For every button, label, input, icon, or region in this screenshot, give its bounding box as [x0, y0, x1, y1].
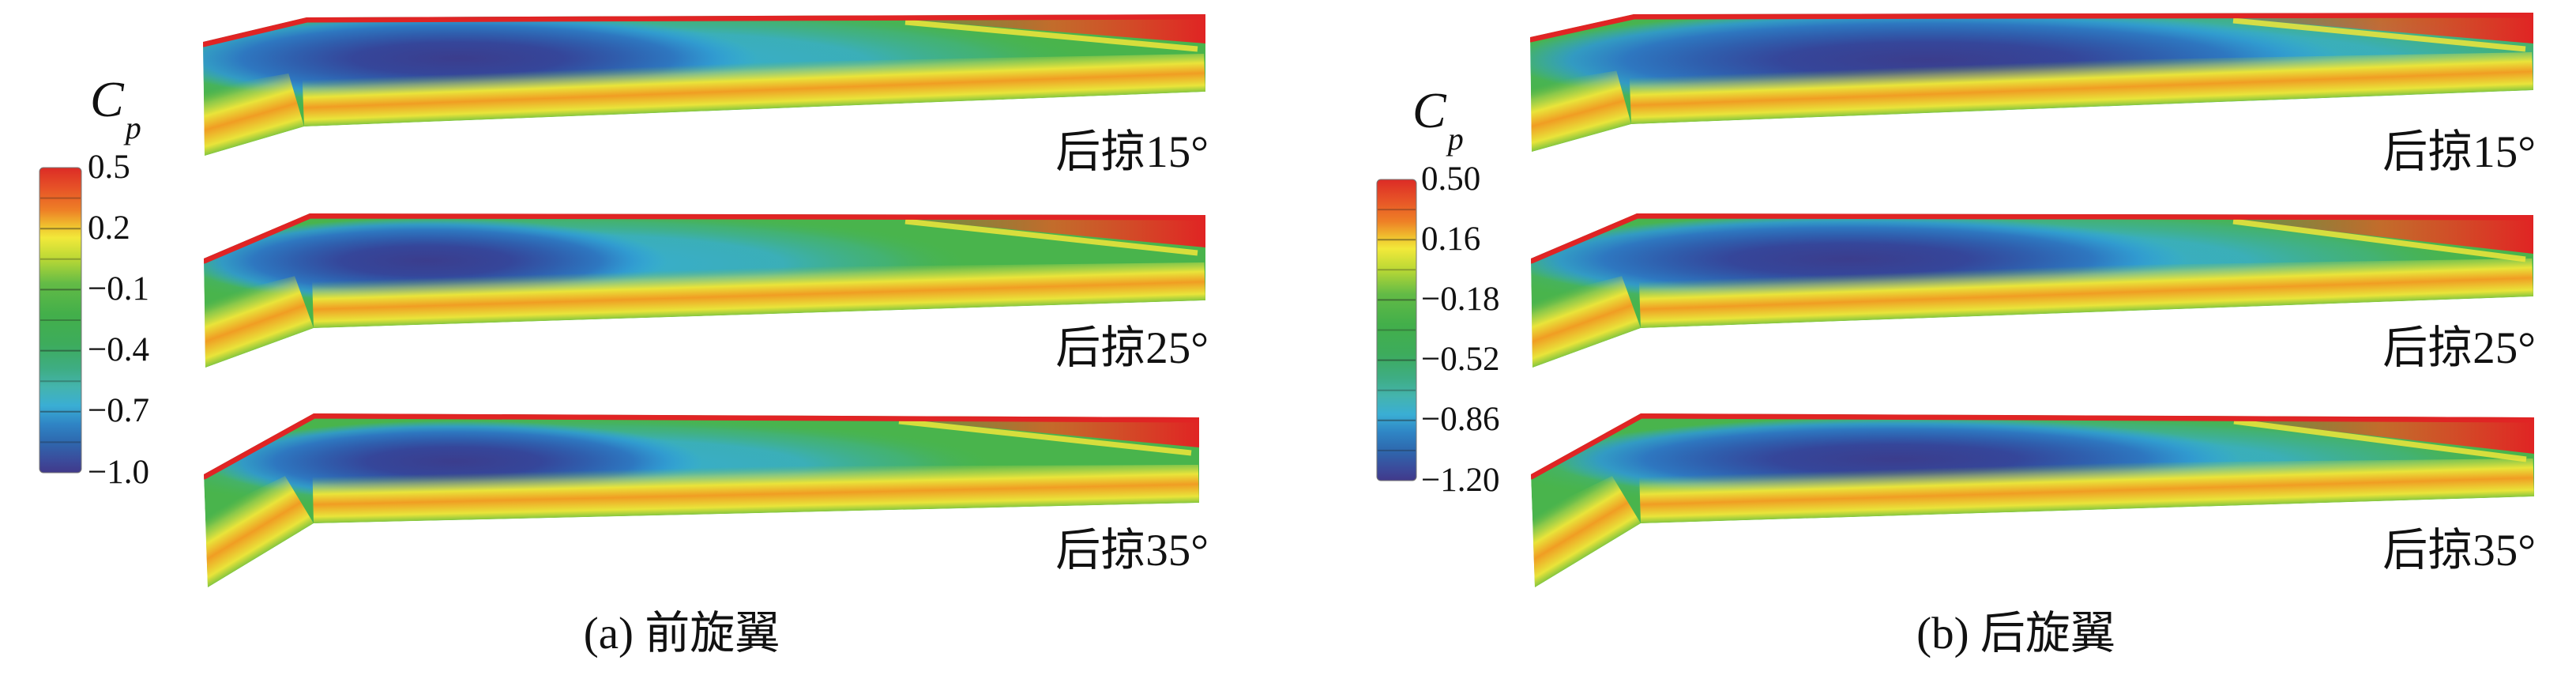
colorbar — [1376, 179, 1417, 481]
sweep-label-a-35: 后掠35° — [1055, 526, 1209, 575]
cp-symbol: C — [1412, 82, 1446, 138]
te-pressure-band — [204, 276, 314, 368]
colorbar-gradient — [1376, 179, 1417, 481]
colorbar-tick-a-0: 0.5 — [88, 149, 130, 186]
colorbar — [39, 167, 82, 474]
colorbar-tick-a-2: −0.1 — [88, 270, 150, 308]
te-pressure-band — [312, 465, 1199, 523]
tip-yellow-line — [2233, 418, 2527, 462]
te-pressure-band — [1638, 258, 2533, 328]
colorbar-tick-a-4: −0.7 — [88, 392, 150, 429]
tip-yellow-line — [904, 19, 1198, 52]
sweep-label-b-25: 后掠25° — [2382, 323, 2536, 373]
te-pressure-band — [311, 262, 1205, 328]
tip-yellow-line — [2232, 218, 2526, 262]
colorbar-tick-b-3: −0.52 — [1421, 341, 1500, 378]
sweep-label-a-15: 后掠15° — [1055, 127, 1209, 177]
wing-contour-35 — [204, 413, 1199, 587]
colorbar-tick-b-5: −1.20 — [1421, 462, 1500, 499]
te-pressure-band — [204, 476, 314, 587]
wing-contour-15 — [203, 14, 1205, 156]
wing-contour-35 — [1531, 413, 2534, 587]
te-pressure-band — [1530, 70, 1631, 152]
te-pressure-band — [1638, 458, 2534, 523]
cp-subscript: p — [1447, 120, 1464, 157]
panel-caption-b: (b) 后旋翼 — [1916, 609, 2115, 658]
te-pressure-band — [203, 73, 304, 156]
colorbar-title-a: Cp — [90, 71, 141, 145]
tip-red-wedge — [2194, 15, 2533, 43]
sweep-label-b-15: 后掠15° — [2382, 127, 2536, 177]
colorbar-tick-b-0: 0.50 — [1421, 160, 1481, 198]
tip-yellow-line — [2232, 17, 2526, 52]
cp-subscript: p — [125, 109, 141, 145]
colorbar-title-b: Cp — [1412, 82, 1464, 157]
sweep-label-a-25: 后掠25° — [1055, 323, 1209, 373]
tip-yellow-line — [904, 218, 1198, 256]
te-pressure-band — [1531, 276, 1641, 368]
colorbar-tick-b-1: 0.16 — [1421, 221, 1481, 258]
te-pressure-band — [302, 54, 1205, 126]
colorbar-gradient — [39, 167, 82, 474]
wing-contour-25 — [1531, 213, 2533, 368]
tip-yellow-line — [898, 418, 1192, 456]
colorbar-tick-a-3: −0.4 — [88, 331, 150, 368]
colorbar-tick-b-2: −0.18 — [1421, 281, 1500, 318]
cp-symbol: C — [90, 71, 124, 127]
colorbar-tick-a-1: 0.2 — [88, 209, 130, 247]
wing-contour-25 — [204, 213, 1205, 368]
sweep-label-b-35: 后掠35° — [2382, 526, 2536, 575]
te-pressure-band — [1629, 52, 2533, 124]
colorbar-tick-a-5: −1.0 — [88, 454, 150, 491]
tip-red-wedge — [866, 17, 1205, 43]
te-pressure-band — [1531, 476, 1641, 587]
panel-caption-a: (a) 前旋翼 — [583, 609, 780, 658]
colorbar-tick-b-4: −0.86 — [1421, 401, 1500, 438]
